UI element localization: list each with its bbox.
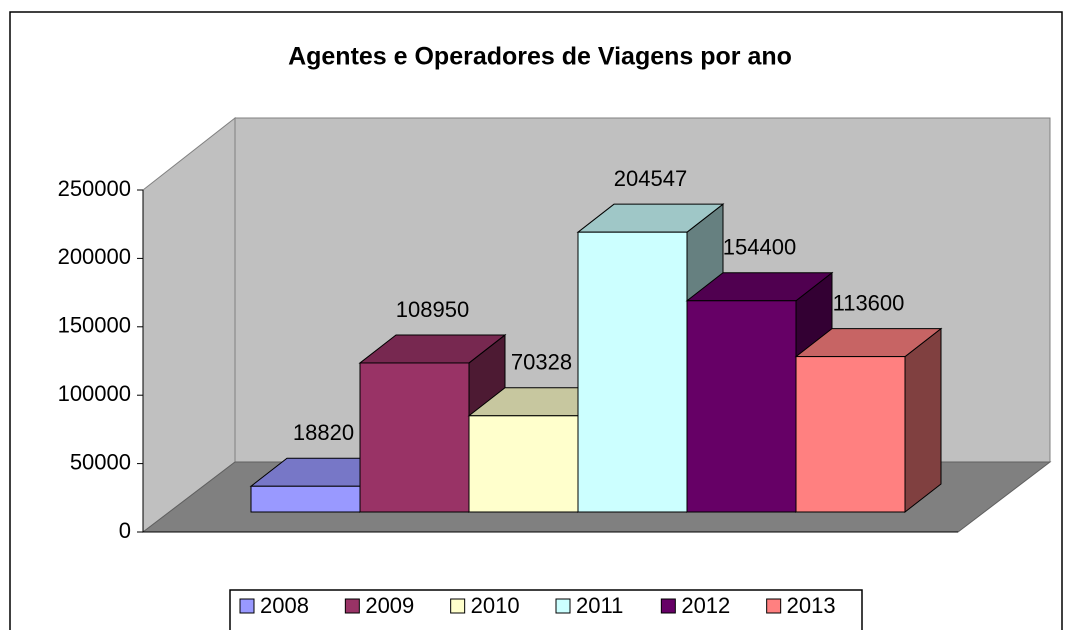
bar (686, 300, 797, 513)
value-label: 204547 (614, 166, 687, 191)
value-label: 108950 (396, 297, 469, 322)
side-wall (142, 116, 236, 534)
legend-swatch (555, 598, 571, 614)
bar (359, 362, 470, 513)
y-tick-label: 200000 (58, 244, 131, 269)
y-tick-label: 50000 (70, 449, 131, 474)
bar-side (904, 327, 942, 514)
legend-swatch (660, 598, 676, 614)
y-tick-label: 100000 (58, 381, 131, 406)
legend-label: 2013 (787, 593, 836, 618)
legend-label: 2008 (260, 593, 309, 618)
bar (250, 485, 361, 513)
legend-label: 2010 (471, 593, 520, 618)
y-tick-label: 150000 (58, 313, 131, 338)
legend-label: 2009 (365, 593, 414, 618)
legend-label: 2012 (681, 593, 730, 618)
value-label: 18820 (293, 420, 354, 445)
legend-swatch (766, 598, 782, 614)
legend-swatch (450, 598, 466, 614)
y-tick-label: 0 (119, 518, 131, 543)
bar (577, 231, 688, 513)
value-label: 113600 (833, 290, 905, 315)
legend-box (229, 589, 863, 630)
y-tick-label: 250000 (58, 176, 131, 201)
value-label: 154400 (723, 235, 796, 260)
value-label: 70328 (511, 350, 572, 375)
bar (795, 356, 906, 513)
bar (468, 415, 579, 513)
legend-swatch (344, 598, 360, 614)
legend-label: 2011 (576, 593, 623, 618)
chart-title: Agentes e Operadores de Viagens por ano (288, 43, 792, 71)
legend-swatch (239, 598, 255, 614)
